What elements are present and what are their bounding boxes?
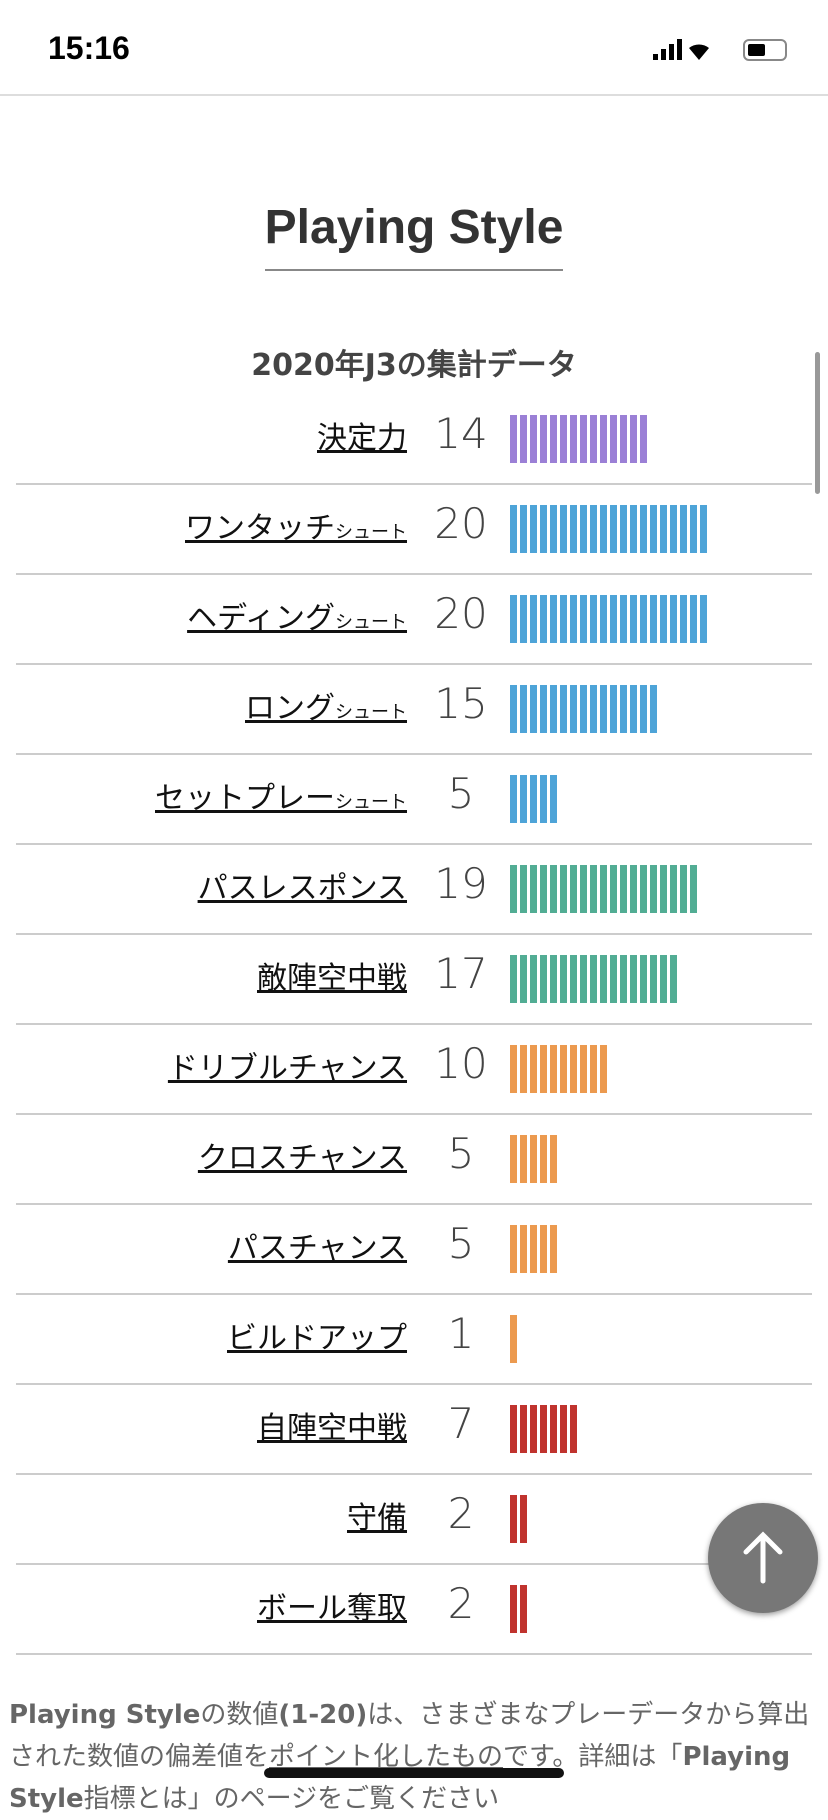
stat-value: 5 bbox=[447, 769, 475, 818]
stat-label: 自陣空中戦 bbox=[257, 1411, 407, 1446]
subtitle: 2020年J3の集計データ bbox=[251, 348, 577, 383]
stat-link[interactable]: ワンタッチシュート bbox=[185, 503, 407, 547]
stat-label: パスレスポンス bbox=[197, 871, 407, 906]
stat-label: ヘディング bbox=[187, 601, 335, 636]
stat-label: ボール奪取 bbox=[257, 1591, 407, 1626]
footer-part: の数値 bbox=[200, 1700, 279, 1730]
stat-value: 5 bbox=[447, 1219, 475, 1268]
stat-row: クロスチャンス 5 bbox=[16, 1113, 812, 1205]
stat-label: パスチャンス bbox=[227, 1231, 407, 1266]
stat-bar bbox=[510, 1135, 557, 1183]
stat-link[interactable]: 敵陣空中戦 bbox=[257, 953, 407, 997]
arrow-up-icon bbox=[743, 1531, 783, 1584]
stat-value: 1 bbox=[447, 1309, 475, 1358]
stat-link[interactable]: セットプレーシュート bbox=[155, 773, 407, 817]
stat-suffix: シュート bbox=[335, 522, 407, 543]
stat-row: セットプレーシュート 5 bbox=[16, 753, 812, 845]
stat-row: 守備 2 bbox=[16, 1473, 812, 1565]
stat-label: ロング bbox=[245, 691, 335, 726]
stat-link[interactable]: ボール奪取 bbox=[257, 1583, 407, 1627]
stat-link[interactable]: 自陣空中戦 bbox=[257, 1403, 407, 1447]
stat-bar bbox=[510, 1585, 527, 1633]
status-bar: 15:16 bbox=[0, 0, 828, 96]
stat-bar bbox=[510, 1405, 577, 1453]
stat-value: 15 bbox=[434, 679, 488, 728]
stat-row: ヘディングシュート 20 bbox=[16, 573, 812, 665]
home-indicator bbox=[264, 1768, 564, 1778]
scroll-top-button[interactable] bbox=[708, 1503, 818, 1613]
stat-bar bbox=[510, 505, 707, 553]
stat-link[interactable]: ビルドアップ bbox=[227, 1313, 407, 1357]
section-title: Playing Style bbox=[264, 200, 564, 271]
stat-link[interactable]: クロスチャンス bbox=[198, 1133, 407, 1177]
footer-part: です。詳細は「 bbox=[503, 1742, 683, 1772]
stat-row: 自陣空中戦 7 bbox=[16, 1383, 812, 1475]
stat-value: 5 bbox=[447, 1129, 475, 1178]
stat-value: 19 bbox=[434, 859, 488, 908]
stat-bar bbox=[510, 415, 647, 463]
stat-row: ドリブルチャンス 10 bbox=[16, 1023, 812, 1115]
stat-bar bbox=[510, 1315, 517, 1363]
stat-row: 敵陣空中戦 17 bbox=[16, 933, 812, 1025]
stat-value: 7 bbox=[447, 1399, 475, 1448]
stat-label: ワンタッチ bbox=[185, 511, 335, 546]
stat-label: 守備 bbox=[347, 1501, 407, 1536]
stat-suffix: シュート bbox=[335, 792, 407, 813]
stat-link[interactable]: ドリブルチャンス bbox=[168, 1043, 407, 1087]
stat-label: セットプレー bbox=[155, 781, 335, 816]
stat-label: 決定力 bbox=[317, 421, 407, 456]
stat-row: パスチャンス 5 bbox=[16, 1203, 812, 1295]
stat-value: 14 bbox=[434, 409, 488, 458]
stat-bar bbox=[510, 685, 657, 733]
footer-part: 指標とは」のページをご覧ください bbox=[83, 1784, 500, 1814]
stat-label: 敵陣空中戦 bbox=[257, 961, 407, 996]
stat-bar bbox=[510, 1495, 527, 1543]
footer-text: Playing Styleの数値(1-20)は、さまざまなプレーデータから算出さ… bbox=[9, 1694, 814, 1820]
stat-link[interactable]: 守備 bbox=[347, 1493, 407, 1537]
stat-value: 20 bbox=[434, 589, 488, 638]
status-icons bbox=[653, 39, 787, 61]
stat-suffix: シュート bbox=[335, 612, 407, 633]
time: 15:16 bbox=[48, 30, 130, 66]
scrollbar bbox=[815, 352, 820, 494]
stat-value: 2 bbox=[447, 1489, 475, 1538]
stat-link[interactable]: パスチャンス bbox=[228, 1223, 407, 1267]
stat-bar bbox=[510, 775, 557, 823]
stat-link[interactable]: ヘディングシュート bbox=[187, 593, 407, 637]
stat-row: 決定力 14 bbox=[16, 393, 812, 485]
stat-row: ビルドアップ 1 bbox=[16, 1293, 812, 1385]
footer-part: (1-20) bbox=[278, 1700, 368, 1730]
stat-row: ボール奪取 2 bbox=[16, 1563, 812, 1655]
stat-bar bbox=[510, 955, 677, 1003]
stat-suffix: シュート bbox=[335, 702, 407, 723]
stat-value: 17 bbox=[434, 949, 488, 998]
stat-value: 2 bbox=[447, 1579, 475, 1628]
stat-value: 10 bbox=[434, 1039, 488, 1088]
stat-link[interactable]: ロングシュート bbox=[245, 683, 407, 727]
stat-label: ドリブルチャンス bbox=[167, 1051, 407, 1086]
stat-link[interactable]: パスレスポンス bbox=[198, 863, 407, 907]
stat-bar bbox=[510, 865, 697, 913]
title-wrap: Playing Style bbox=[0, 200, 828, 271]
stat-bar bbox=[510, 1225, 557, 1273]
stat-row: ロングシュート 15 bbox=[16, 663, 812, 755]
stat-row: ワンタッチシュート 20 bbox=[16, 483, 812, 575]
stat-value: 20 bbox=[434, 499, 488, 548]
stat-link[interactable]: 決定力 bbox=[317, 413, 407, 457]
footer-part: ポイント化したもの bbox=[269, 1742, 504, 1772]
stat-label: クロスチャンス bbox=[197, 1141, 407, 1176]
stat-row: パスレスポンス 19 bbox=[16, 843, 812, 935]
footer-part: は、さまざまなプレーデータから算出された数値の偏差値を bbox=[9, 1700, 810, 1772]
stat-label: ビルドアップ bbox=[227, 1321, 407, 1356]
stat-bar bbox=[510, 1045, 607, 1093]
footer-part: Playing Style bbox=[9, 1700, 201, 1730]
stat-bar bbox=[510, 595, 707, 643]
